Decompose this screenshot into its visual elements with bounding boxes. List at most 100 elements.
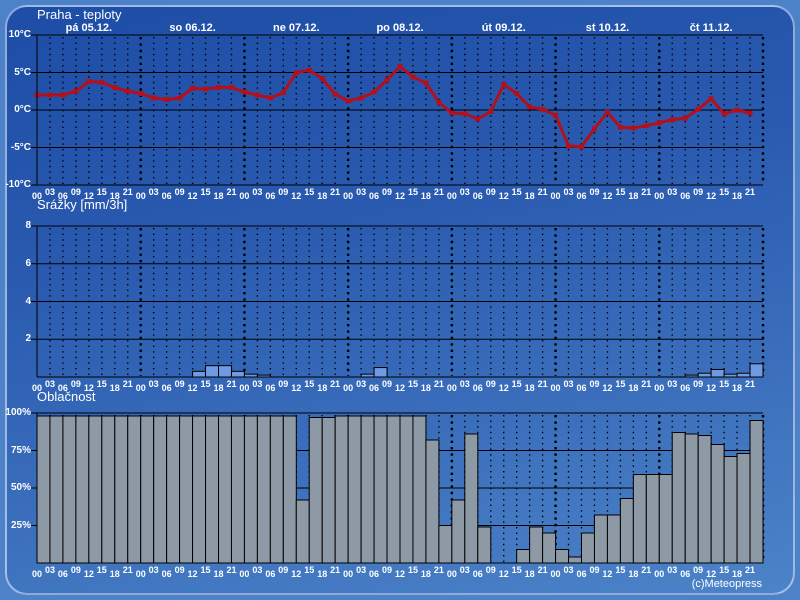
temperature-point: [747, 110, 753, 116]
temperature-point: [734, 107, 740, 113]
temperature-point: [241, 89, 247, 95]
temperature-point: [371, 89, 377, 95]
temperature-point: [449, 110, 455, 116]
temperature-point: [488, 109, 494, 114]
bar: [127, 415, 142, 564]
bar: [619, 498, 634, 564]
bar: [269, 415, 284, 564]
bar: [373, 415, 388, 564]
bar: [606, 514, 621, 564]
temperature-point: [617, 124, 623, 130]
bar: [386, 415, 401, 564]
bar: [697, 435, 712, 564]
bar: [334, 415, 349, 564]
bar: [205, 415, 220, 564]
bar: [425, 439, 440, 564]
temperature-point: [669, 117, 675, 123]
temperature-point: [345, 98, 351, 104]
temperature-point: [579, 144, 584, 150]
temperature-point: [73, 88, 79, 94]
temperature-point: [553, 112, 559, 118]
bar: [114, 415, 129, 564]
bar: [749, 363, 764, 378]
temperature-point: [682, 115, 688, 121]
cloudiness-bars: [36, 415, 764, 564]
bar: [736, 372, 751, 378]
bar: [373, 367, 388, 378]
bar: [645, 474, 660, 564]
bar: [593, 514, 608, 564]
bar: [710, 368, 725, 378]
temperature-point: [397, 64, 403, 69]
temperature-point: [436, 100, 442, 105]
bar: [697, 372, 712, 378]
bar: [749, 420, 764, 564]
temperature-point: [151, 95, 157, 101]
bar: [347, 415, 362, 564]
bar: [295, 499, 310, 564]
temperature-point: [514, 91, 520, 96]
bar: [710, 444, 725, 564]
temperature-point: [358, 95, 364, 101]
temperature-point: [643, 123, 649, 129]
bar: [192, 370, 207, 378]
temperature-point: [86, 79, 92, 84]
panel-0: [31, 34, 765, 186]
bar: [101, 415, 116, 564]
bar: [555, 549, 570, 564]
temperature-point: [591, 126, 597, 132]
temperature-point: [190, 85, 196, 91]
panel-2: [31, 412, 765, 564]
temperature-point: [203, 86, 209, 92]
bar: [477, 526, 492, 564]
temperature-point: [695, 106, 701, 112]
bar: [256, 415, 271, 564]
panel-1: [31, 225, 765, 378]
bar: [658, 474, 673, 564]
bar: [282, 415, 297, 564]
bar: [412, 415, 427, 564]
temperature-point: [501, 82, 507, 87]
temperature-point: [475, 116, 481, 122]
bar: [451, 499, 466, 564]
bar: [581, 532, 595, 564]
bar: [36, 415, 51, 564]
temperature-point: [708, 96, 714, 102]
bar: [723, 456, 738, 564]
bar: [632, 474, 647, 564]
bar: [736, 453, 751, 564]
temperature-point: [47, 92, 53, 98]
temperature-line: [34, 64, 753, 150]
temperature-point: [384, 77, 390, 83]
temperature-point: [306, 67, 312, 73]
bar: [49, 415, 64, 564]
temperature-point: [125, 88, 131, 94]
temperature-point: [112, 85, 118, 90]
bar: [192, 415, 207, 564]
bar: [88, 415, 103, 564]
bar: [205, 365, 220, 378]
bar: [62, 415, 77, 564]
bar: [166, 415, 181, 564]
temperature-point: [280, 90, 286, 96]
bar: [529, 526, 544, 564]
temperature-point: [293, 70, 299, 75]
bar: [243, 415, 258, 564]
bar: [140, 415, 155, 564]
bar: [671, 432, 686, 564]
precipitation-bars: [192, 363, 764, 378]
bar: [568, 556, 582, 564]
bar: [438, 525, 453, 564]
temperature-point: [462, 111, 468, 117]
temperature-point: [319, 76, 325, 81]
bar: [218, 365, 232, 378]
temperature-point: [177, 95, 183, 101]
bar: [230, 415, 245, 564]
temperature-point: [267, 95, 273, 101]
temperature-point: [216, 85, 221, 90]
bar: [153, 415, 168, 564]
temperature-point: [566, 143, 572, 149]
bar: [230, 370, 245, 378]
